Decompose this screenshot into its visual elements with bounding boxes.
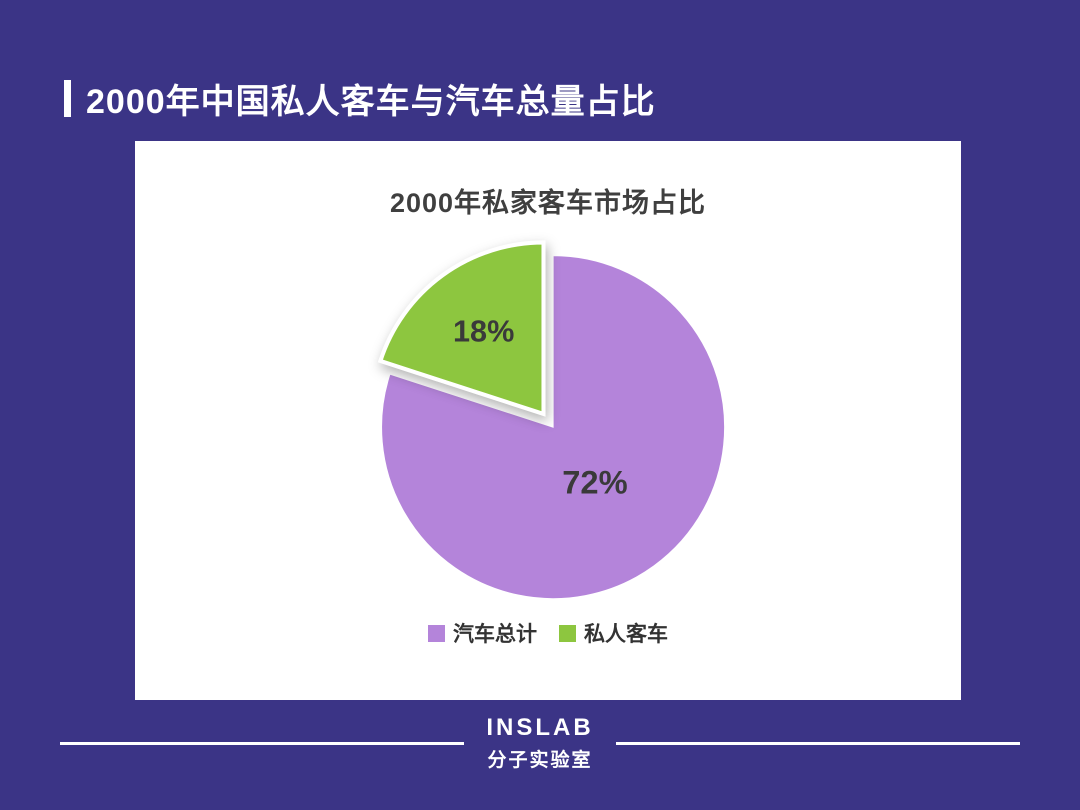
footer-line-right: [615, 741, 1020, 745]
footer-line-left: [60, 741, 465, 745]
legend-swatch-private-icon: [559, 624, 576, 642]
chart-card: 2000年私家客车市场占比 18% 72% 汽车总计: [135, 141, 961, 700]
legend-swatch-total-icon: [428, 624, 445, 642]
pie-chart-area: 18% 72%: [332, 226, 764, 614]
chart-title: 2000年私家客车市场占比: [389, 188, 707, 218]
pie-slice-total: [381, 255, 726, 600]
legend-item-total: 汽车总计: [428, 618, 537, 648]
title-accent-bar: [64, 80, 71, 117]
brand-name: INSLAB: [486, 714, 594, 741]
pie-slice-private: [377, 240, 546, 417]
footer: INSLAB 分子实验室: [0, 714, 1080, 772]
legend-item-private: 私人客车: [559, 618, 668, 648]
legend-label-total: 汽车总计: [453, 623, 537, 646]
brand-block: INSLAB 分子实验室: [486, 714, 593, 772]
header: 2000年中国私人客车与汽车总量占比: [64, 74, 656, 123]
pie-label-total: 72%: [562, 464, 627, 501]
pie-label-private: 18%: [453, 314, 514, 348]
brand-subtitle: 分子实验室: [487, 750, 593, 771]
chart-legend: 汽车总计 私人客车: [428, 618, 668, 648]
pie-chart: 18% 72%: [377, 240, 726, 600]
legend-label-private: 私人客车: [584, 623, 668, 646]
page-title: 2000年中国私人客车与汽车总量占比: [86, 83, 656, 121]
